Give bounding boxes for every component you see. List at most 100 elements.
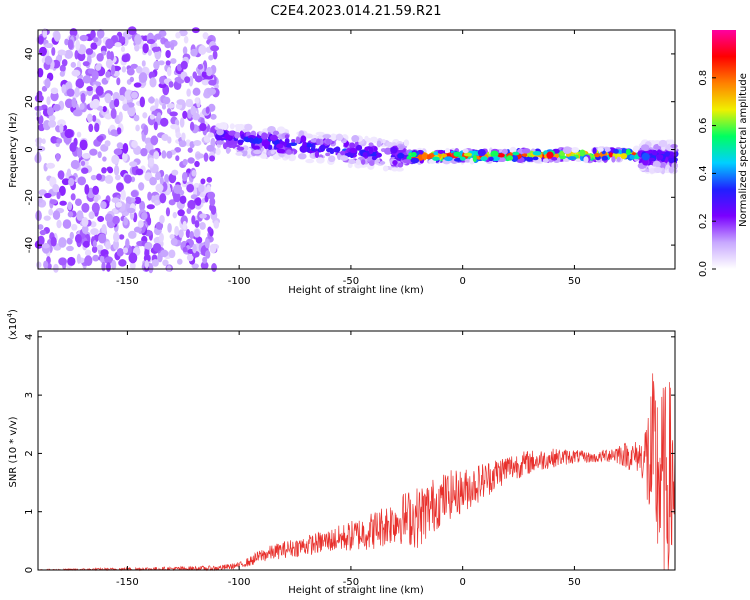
spectrogram-cell xyxy=(118,111,123,122)
spectrogram-cell xyxy=(315,131,325,136)
spectrogram-cell xyxy=(35,110,42,118)
spectrogram-cell xyxy=(497,153,505,158)
spectrogram-cell xyxy=(325,152,331,157)
spectrogram-cell xyxy=(147,216,152,226)
spectrogram-cell xyxy=(306,143,313,148)
spectrogram-cell xyxy=(371,155,377,161)
spectrogram-cell xyxy=(70,193,76,201)
colorbar-ticks: 0.0 0.2 0.4 0.6 0.8 xyxy=(698,70,716,277)
spectrogram-x-tick-label: 50 xyxy=(568,276,581,287)
spectrogram-cell xyxy=(182,220,187,231)
spectrogram-cell xyxy=(80,92,86,104)
snr-x-tick-label: 50 xyxy=(568,577,581,588)
spectrogram-cell xyxy=(84,184,90,195)
spectrogram-cell xyxy=(192,243,197,254)
spectrogram-cell xyxy=(95,85,104,96)
spectrogram-cell xyxy=(74,234,82,244)
spectrogram-cell xyxy=(207,132,215,138)
spectrogram-cell xyxy=(79,103,85,110)
spectrogram-cell xyxy=(164,174,170,184)
spectrogram-cell xyxy=(102,105,107,113)
spectrogram-cell xyxy=(39,229,47,236)
spectrogram-cell xyxy=(91,114,97,122)
spectrogram-cell xyxy=(185,229,191,239)
spectrogram-cell xyxy=(477,148,486,157)
spectrogram-cell xyxy=(459,156,466,161)
snr-x-tick-label: -150 xyxy=(116,577,139,588)
spectrogram-cell xyxy=(551,156,558,161)
spectrogram-cell xyxy=(179,117,185,128)
spectrogram-cell xyxy=(159,214,165,224)
spectrogram-cell xyxy=(85,48,94,56)
spectrogram-cell xyxy=(267,126,276,133)
spectrogram-cell xyxy=(112,239,119,250)
spectrogram-cell xyxy=(177,258,183,265)
spectrogram-cell xyxy=(202,256,208,264)
spectrogram-cell xyxy=(138,182,145,191)
spectrogram-cell xyxy=(97,151,102,159)
spectrogram-cell xyxy=(360,159,366,165)
spectrogram-cell xyxy=(92,254,100,262)
spectrogram-cell xyxy=(101,261,106,272)
spectrogram-cell xyxy=(79,139,88,151)
spectrogram-cell xyxy=(102,156,107,162)
spectrogram-cell xyxy=(444,156,453,162)
spectrogram-cell xyxy=(34,105,43,112)
spectrogram-cell xyxy=(59,64,66,72)
spectrogram-cell xyxy=(168,81,174,88)
spectrogram-cell xyxy=(315,138,321,145)
spectrogram-cell xyxy=(368,146,374,155)
spectrogram-cell xyxy=(58,237,67,248)
spectrogram-cell xyxy=(199,213,207,219)
spectrogram-cell xyxy=(212,50,218,60)
spectrogram-cell xyxy=(72,109,82,117)
spectrogram-cell xyxy=(200,261,209,270)
spectrogram-cell xyxy=(339,155,349,161)
spectrogram-cell xyxy=(202,32,209,40)
spectrogram-cell xyxy=(122,142,129,154)
spectrogram-cell xyxy=(37,224,44,230)
spectrogram-cell xyxy=(351,135,360,143)
spectrogram-cell xyxy=(55,153,60,162)
spectrogram-cell xyxy=(101,167,107,174)
spectrogram-cell xyxy=(182,246,188,253)
spectrogram-cell xyxy=(116,182,124,192)
spectrogram-cell xyxy=(66,237,73,245)
spectrogram-cell xyxy=(657,154,664,160)
spectrogram-cell xyxy=(155,171,161,181)
spectrogram-cell xyxy=(151,259,159,267)
spectrogram-cell xyxy=(670,144,678,149)
spectrogram-cell xyxy=(571,146,580,153)
spectrogram-cell xyxy=(186,207,192,215)
spectrogram-cell xyxy=(104,113,113,120)
spectrogram-panel: -150 -100 -50 0 50 -40 -20 0 20 40 Height of str… xyxy=(8,26,679,296)
spectrogram-cell xyxy=(139,200,146,212)
spectrogram-cell xyxy=(442,153,448,158)
spectrogram-cell xyxy=(58,185,66,197)
spectrogram-cell xyxy=(276,143,284,149)
spectrogram-cell xyxy=(198,45,207,55)
spectrogram-cell xyxy=(216,128,224,136)
spectrogram-cell xyxy=(421,152,428,160)
spectrogram-cell xyxy=(46,96,51,106)
spectrogram-x-tick-label: -50 xyxy=(343,276,359,287)
spectrogram-cell xyxy=(182,158,188,166)
spectrogram-cell xyxy=(402,159,412,164)
spectrogram-cell xyxy=(274,153,279,160)
spectrogram-cell xyxy=(207,103,216,112)
spectrogram-cell xyxy=(175,155,180,162)
spectrogram-cell xyxy=(141,212,148,220)
spectrogram-cell xyxy=(147,191,152,201)
spectrogram-cell xyxy=(56,191,61,200)
spectrogram-cell xyxy=(154,199,160,206)
spectrogram-cell xyxy=(165,60,171,66)
spectrogram-cell xyxy=(81,217,89,227)
spectrogram-cell xyxy=(53,103,61,112)
spectrogram-cell xyxy=(187,199,196,210)
snr-x-tick-label: -50 xyxy=(343,577,359,588)
spectrogram-cell xyxy=(75,78,85,89)
spectrogram-cell xyxy=(79,34,89,42)
spectrogram-cell xyxy=(67,39,74,50)
spectrogram-cell xyxy=(178,140,187,148)
spectrogram-cell xyxy=(133,226,142,233)
